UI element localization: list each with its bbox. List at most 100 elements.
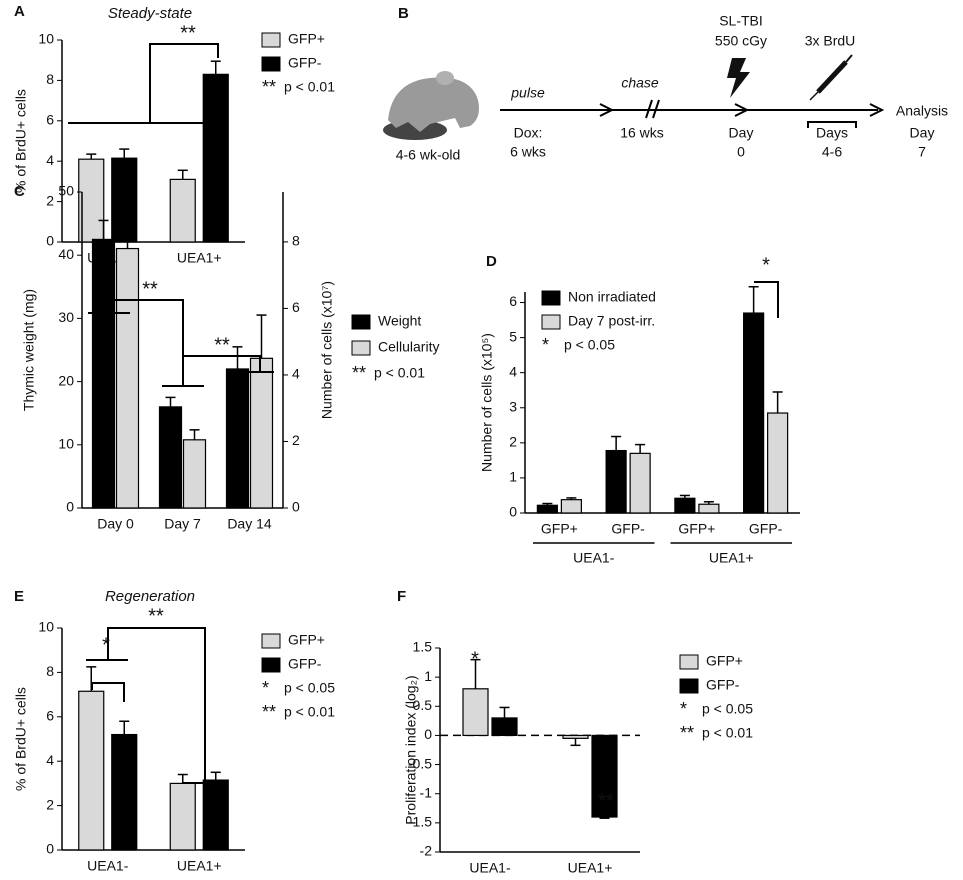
x-tick-label: Day 14 [227, 516, 272, 532]
arrowhead [869, 103, 885, 117]
irr-dose: 550 cGy [715, 33, 767, 49]
significance-bracket [754, 281, 779, 318]
note-text: p < 0.01 [702, 725, 753, 741]
legend-swatch [679, 678, 699, 694]
brdu-days: Days [816, 125, 848, 141]
bar [491, 717, 518, 737]
significance-mark: * [471, 648, 479, 670]
y-tick-label: 4 [46, 152, 54, 168]
brdu-days-range: 4-6 [822, 144, 842, 160]
legend-swatch [541, 290, 561, 306]
y-tick-label: 0 [66, 499, 74, 515]
y2-axis-label: Number of cells (x10⁷) [319, 281, 335, 419]
y-tick-label: 50 [58, 183, 74, 199]
bar [462, 688, 489, 737]
y-tick-label: 2 [46, 796, 54, 812]
bar [111, 157, 138, 243]
note-text: p < 0.01 [374, 365, 425, 381]
y-tick-label: -2 [420, 843, 433, 859]
days-bracket [807, 121, 857, 128]
arrowhead [734, 103, 750, 117]
bar [698, 503, 720, 514]
legend-swatch [261, 32, 281, 48]
legend-label: Non irradiated [568, 289, 656, 305]
analysis-label: Analysis [896, 103, 948, 119]
mouse [388, 77, 479, 132]
irr-label: SL-TBI [719, 13, 763, 29]
bar [202, 779, 229, 851]
panel-letter: C [14, 183, 25, 200]
pulse-label: pulse [510, 85, 545, 101]
analysis-day: Day [910, 125, 935, 141]
significance-mark: ** [214, 334, 230, 356]
y2-tick-label: 6 [292, 299, 300, 315]
y-tick-label: 6 [46, 708, 54, 724]
bar [78, 158, 105, 243]
mouse-age: 4-6 wk-old [396, 147, 461, 163]
y-tick-label: -1 [420, 784, 433, 800]
significance-mark: ** [148, 605, 164, 627]
bar [249, 357, 274, 509]
break [652, 99, 660, 119]
y-tick-label: 0 [46, 233, 54, 249]
bar [591, 734, 618, 818]
y-tick-label: 0 [424, 726, 432, 742]
legend-swatch [541, 314, 561, 330]
bar [169, 178, 196, 243]
bar [536, 504, 558, 514]
chart-title: Steady-state [108, 5, 192, 22]
note-symbol: * [680, 699, 687, 719]
diagram-b: B 4-6 wk-old pulse chase Dox: 6 wks 16 w… [383, 5, 948, 163]
significance-mark: ** [180, 22, 196, 44]
significance-bracket [91, 682, 125, 702]
needle [809, 91, 819, 101]
note-text: p < 0.05 [564, 337, 615, 353]
significance-bracket [107, 299, 184, 386]
y2-tick-label: 0 [292, 499, 300, 515]
x-tick-label: UEA1+ [177, 858, 222, 874]
y-axis-label: % of BrdU+ cells [13, 687, 29, 791]
irr-day: Day [729, 125, 754, 141]
y-tick-label: -1.5 [408, 814, 432, 830]
note-text: p < 0.05 [702, 701, 753, 717]
bar [111, 733, 138, 851]
y-axis-label: Proliferation index (log₂) [403, 675, 419, 824]
note-symbol: ** [680, 723, 694, 743]
legend-swatch [261, 56, 281, 72]
legend-swatch [351, 340, 371, 356]
bar [169, 782, 196, 851]
break [645, 99, 653, 119]
significance-mark: * [102, 634, 110, 656]
y2-tick-label: 8 [292, 233, 300, 249]
note-text: p < 0.01 [284, 704, 335, 720]
legend-swatch [351, 314, 371, 330]
bar [629, 452, 651, 514]
y-tick-label: 5 [509, 328, 517, 344]
legend-label: GFP+ [288, 31, 325, 47]
x-tick-label: GFP+ [678, 521, 715, 537]
bar [767, 412, 789, 514]
y-tick-label: 6 [509, 293, 517, 309]
group-label: UEA1- [573, 550, 615, 566]
note-symbol: ** [262, 77, 276, 97]
y-axis-label: % of BrdU+ cells [13, 89, 29, 193]
x-tick-label: GFP- [611, 521, 645, 537]
y2-tick-label: 4 [292, 366, 300, 382]
syringe [816, 60, 848, 94]
x-tick-label: GFP+ [541, 521, 578, 537]
irr-day-num: 0 [737, 144, 745, 160]
plunger [845, 54, 853, 63]
x-tick-label: Day 7 [164, 516, 201, 532]
y-tick-label: 0 [46, 841, 54, 857]
y-tick-label: 1 [509, 469, 517, 485]
legend-label: Day 7 post-irr. [568, 313, 655, 329]
legend-label: Weight [378, 313, 421, 329]
y-tick-label: 0.5 [413, 697, 433, 713]
brdu-label: 3x BrdU [805, 33, 856, 49]
y-tick-label: 10 [38, 619, 54, 635]
significance-mark: ** [142, 278, 158, 300]
note-symbol: * [262, 678, 269, 698]
dox-time: 6 wks [510, 144, 546, 160]
chase-time: 16 wks [620, 125, 664, 141]
